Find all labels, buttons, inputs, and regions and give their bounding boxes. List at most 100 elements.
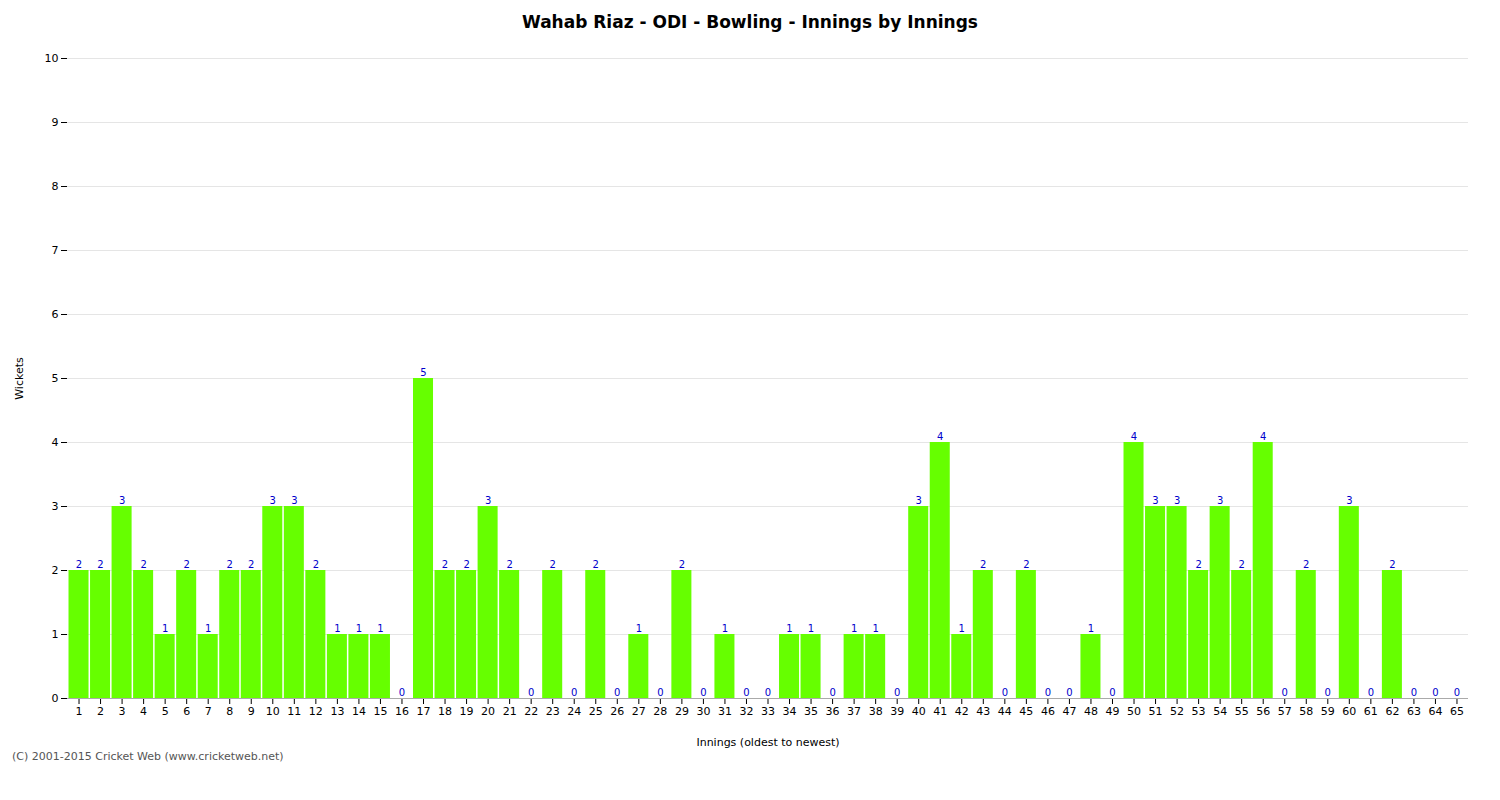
svg-text:62: 62	[1385, 705, 1399, 718]
svg-text:1: 1	[959, 623, 965, 634]
svg-text:33: 33	[761, 705, 775, 718]
svg-text:53: 53	[1192, 705, 1206, 718]
svg-text:2: 2	[463, 559, 469, 570]
svg-text:1: 1	[636, 623, 642, 634]
svg-text:12: 12	[309, 705, 323, 718]
svg-text:0: 0	[1368, 687, 1374, 698]
svg-text:46: 46	[1041, 705, 1055, 718]
svg-text:51: 51	[1149, 705, 1163, 718]
svg-text:54: 54	[1213, 705, 1227, 718]
svg-text:32: 32	[739, 705, 753, 718]
svg-text:2: 2	[1195, 559, 1201, 570]
svg-text:3: 3	[1152, 495, 1158, 506]
svg-text:58: 58	[1299, 705, 1313, 718]
svg-text:1: 1	[872, 623, 878, 634]
svg-text:0: 0	[614, 687, 620, 698]
svg-text:Innings (oldest to newest): Innings (oldest to newest)	[696, 736, 839, 749]
svg-text:2: 2	[1389, 559, 1395, 570]
svg-text:35: 35	[804, 705, 818, 718]
svg-text:3: 3	[119, 705, 126, 718]
svg-text:0: 0	[1325, 687, 1331, 698]
svg-text:56: 56	[1256, 705, 1270, 718]
svg-text:2: 2	[140, 559, 146, 570]
svg-text:21: 21	[503, 705, 517, 718]
svg-text:2: 2	[52, 564, 59, 577]
svg-text:1: 1	[205, 623, 211, 634]
svg-text:2: 2	[313, 559, 319, 570]
svg-text:15: 15	[373, 705, 387, 718]
svg-text:1: 1	[356, 623, 362, 634]
svg-text:20: 20	[481, 705, 495, 718]
svg-text:31: 31	[718, 705, 732, 718]
svg-text:50: 50	[1127, 705, 1141, 718]
svg-text:6: 6	[52, 308, 59, 321]
svg-text:5: 5	[52, 372, 59, 385]
svg-text:1: 1	[76, 705, 83, 718]
svg-text:0: 0	[1454, 687, 1460, 698]
svg-text:3: 3	[1346, 495, 1352, 506]
svg-text:1: 1	[851, 623, 857, 634]
svg-text:0: 0	[1282, 687, 1288, 698]
svg-text:2: 2	[97, 559, 103, 570]
svg-text:0: 0	[894, 687, 900, 698]
svg-text:2: 2	[1303, 559, 1309, 570]
svg-text:0: 0	[1045, 687, 1051, 698]
svg-text:10: 10	[266, 705, 280, 718]
svg-text:57: 57	[1278, 705, 1292, 718]
svg-text:4: 4	[52, 436, 59, 449]
svg-text:38: 38	[869, 705, 883, 718]
svg-text:1: 1	[334, 623, 340, 634]
svg-text:2: 2	[679, 559, 685, 570]
svg-text:48: 48	[1084, 705, 1098, 718]
svg-text:5: 5	[162, 705, 169, 718]
svg-text:43: 43	[976, 705, 990, 718]
svg-text:27: 27	[632, 705, 646, 718]
svg-text:3: 3	[270, 495, 276, 506]
svg-text:3: 3	[291, 495, 297, 506]
svg-text:Wickets: Wickets	[13, 357, 26, 400]
svg-text:0: 0	[765, 687, 771, 698]
svg-text:36: 36	[826, 705, 840, 718]
svg-text:2: 2	[183, 559, 189, 570]
svg-text:10: 10	[45, 52, 59, 65]
svg-text:1: 1	[786, 623, 792, 634]
svg-text:64: 64	[1428, 705, 1442, 718]
svg-text:0: 0	[700, 687, 706, 698]
svg-text:59: 59	[1321, 705, 1335, 718]
svg-text:65: 65	[1450, 705, 1464, 718]
svg-text:2: 2	[76, 559, 82, 570]
svg-text:1: 1	[722, 623, 728, 634]
svg-text:63: 63	[1407, 705, 1421, 718]
svg-text:0: 0	[829, 687, 835, 698]
svg-text:2: 2	[97, 705, 104, 718]
svg-text:2: 2	[1238, 559, 1244, 570]
svg-text:11: 11	[287, 705, 301, 718]
svg-text:3: 3	[1174, 495, 1180, 506]
svg-text:0: 0	[1002, 687, 1008, 698]
svg-text:14: 14	[352, 705, 366, 718]
svg-text:2: 2	[442, 559, 448, 570]
svg-text:13: 13	[330, 705, 344, 718]
svg-text:0: 0	[657, 687, 663, 698]
svg-text:17: 17	[417, 705, 431, 718]
svg-text:3: 3	[916, 495, 922, 506]
svg-text:30: 30	[696, 705, 710, 718]
svg-text:55: 55	[1235, 705, 1249, 718]
svg-text:0: 0	[528, 687, 534, 698]
svg-text:7: 7	[205, 705, 212, 718]
svg-text:23: 23	[546, 705, 560, 718]
svg-text:52: 52	[1170, 705, 1184, 718]
svg-text:22: 22	[524, 705, 538, 718]
svg-text:18: 18	[438, 705, 452, 718]
svg-text:60: 60	[1342, 705, 1356, 718]
svg-text:8: 8	[52, 180, 59, 193]
svg-text:1: 1	[377, 623, 383, 634]
svg-text:0: 0	[1066, 687, 1072, 698]
svg-text:29: 29	[675, 705, 689, 718]
svg-text:9: 9	[248, 705, 255, 718]
svg-text:2: 2	[506, 559, 512, 570]
svg-text:25: 25	[589, 705, 603, 718]
svg-text:2: 2	[550, 559, 556, 570]
svg-text:0: 0	[1411, 687, 1417, 698]
svg-text:2: 2	[980, 559, 986, 570]
